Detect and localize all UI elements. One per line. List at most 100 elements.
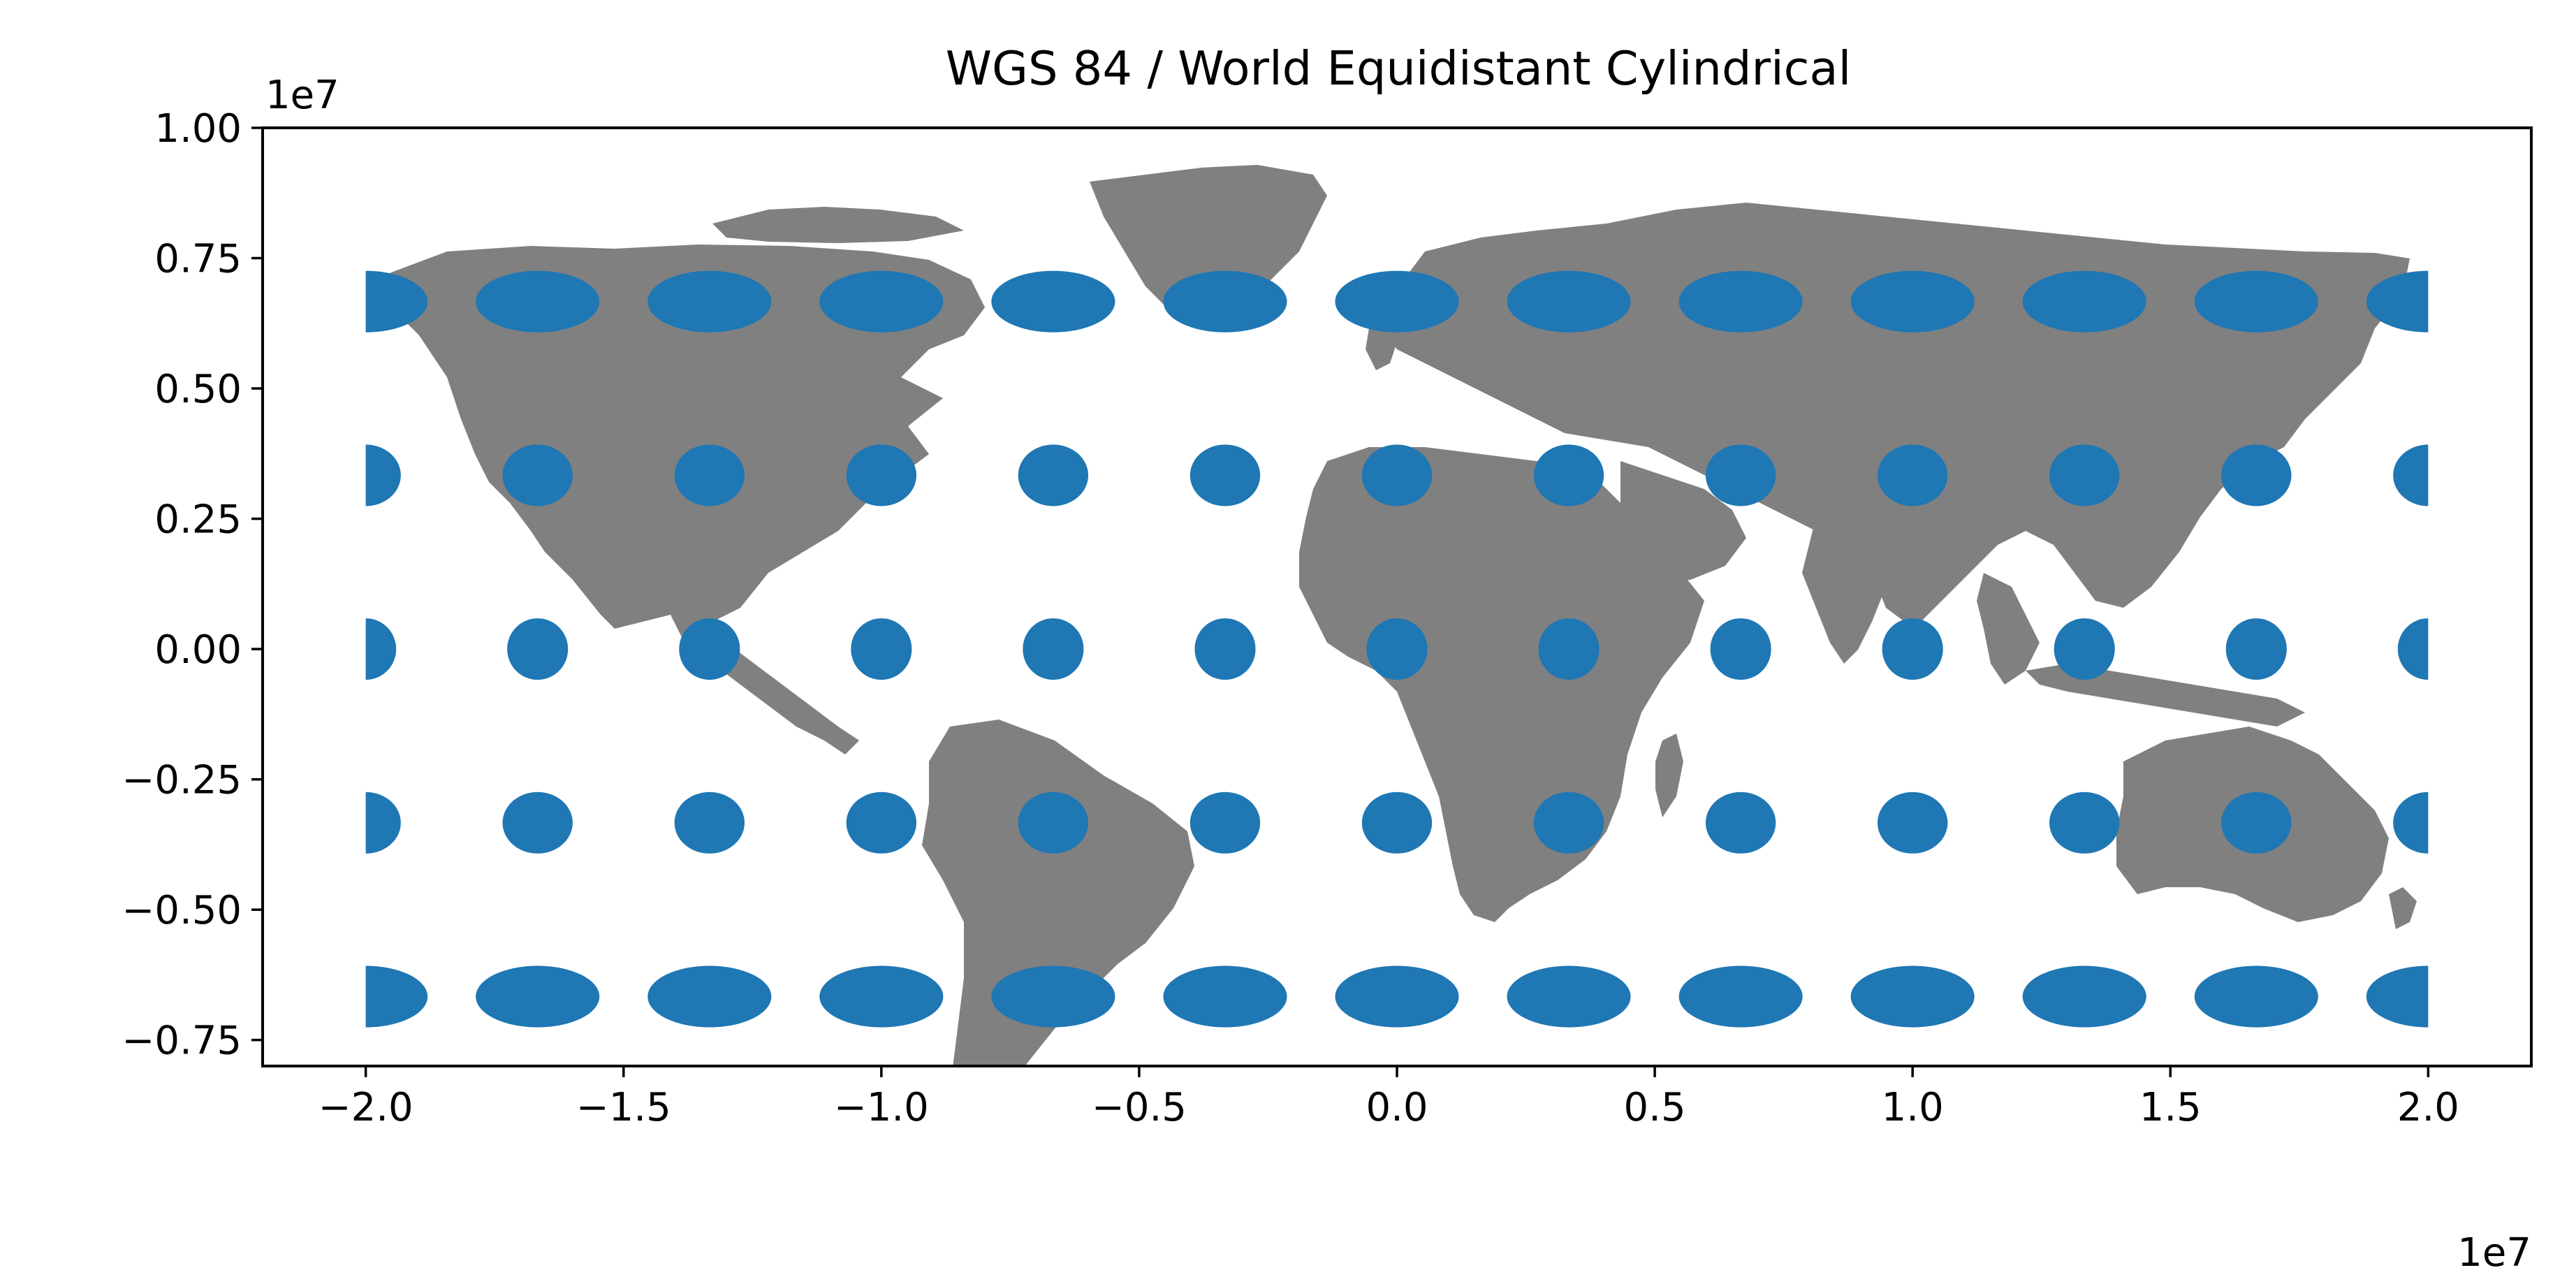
x-tick-label: −1.0	[834, 1085, 929, 1130]
land-africa	[1299, 447, 1704, 922]
indicatrix-ellipse	[819, 965, 944, 1028]
y-axis: 1.00 0.75 0.50 0.25 0.00 −0.25 −0.50 −0.75	[122, 106, 263, 1064]
y-tick-label: 1.00	[154, 106, 242, 152]
indicatrix-ellipse	[2049, 444, 2120, 506]
indicatrix-ellipse	[2397, 618, 2429, 680]
y-tick-label: 0.25	[154, 497, 242, 543]
y-tick-label: 0.00	[154, 627, 242, 673]
indicatrix-ellipse	[846, 791, 917, 854]
y-offset-text: 1e7	[265, 73, 339, 118]
indicatrix-ellipse	[2049, 791, 2120, 854]
indicatrix-ellipse	[1163, 965, 1287, 1028]
indicatrix-ellipse	[1023, 618, 1084, 680]
plot-area	[365, 165, 2429, 1066]
indicatrix-ellipse	[2366, 270, 2429, 333]
indicatrix-ellipse	[647, 270, 772, 333]
indicatrix-ellipse	[365, 618, 397, 680]
indicatrix-ellipse	[1163, 270, 1287, 333]
indicatrix-ellipse	[2022, 270, 2146, 333]
tissot-indicatrices	[365, 270, 2429, 1028]
indicatrix-ellipse	[2225, 618, 2287, 680]
indicatrix-ellipse	[2366, 965, 2429, 1028]
indicatrix-ellipse	[1190, 791, 1261, 854]
x-axis: −2.0 −1.5 −1.0 −0.5 0.0 0.5 1.0 1.5 2.0	[319, 1066, 2459, 1130]
land-indonesia	[2026, 664, 2305, 727]
indicatrix-ellipse	[991, 965, 1115, 1028]
indicatrix-ellipse	[365, 444, 401, 506]
land-arctic-islands	[712, 207, 964, 243]
indicatrix-ellipse	[1705, 444, 1776, 506]
indicatrix-ellipse	[2054, 618, 2115, 680]
indicatrix-ellipse	[476, 965, 600, 1028]
indicatrix-ellipse	[502, 791, 573, 854]
indicatrix-ellipse	[1678, 965, 1803, 1028]
indicatrix-ellipse	[851, 618, 912, 680]
indicatrix-ellipse	[1705, 791, 1776, 854]
indicatrix-ellipse	[1335, 270, 1459, 333]
indicatrix-ellipse	[1710, 618, 1771, 680]
indicatrix-ellipse	[679, 618, 740, 680]
indicatrix-ellipse	[1538, 618, 1600, 680]
indicatrix-ellipse	[1018, 791, 1089, 854]
indicatrix-ellipse	[1850, 965, 1975, 1028]
land-british-isles	[1366, 321, 1397, 370]
indicatrix-ellipse	[647, 965, 772, 1028]
indicatrix-ellipse	[1507, 270, 1631, 333]
indicatrix-ellipse	[1533, 791, 1604, 854]
indicatrix-ellipse	[1366, 618, 1428, 680]
land-south-america	[922, 720, 1194, 1066]
indicatrix-ellipse	[1361, 791, 1433, 854]
y-tick-label: 0.50	[154, 367, 242, 412]
indicatrix-ellipse	[1194, 618, 1256, 680]
indicatrix-ellipse	[2194, 965, 2318, 1028]
x-tick-label: −1.5	[576, 1085, 671, 1130]
indicatrix-ellipse	[476, 270, 600, 333]
land-india	[1802, 517, 1900, 664]
y-tick-label: −0.75	[122, 1019, 242, 1064]
indicatrix-ellipse	[2393, 791, 2429, 854]
chart-title: WGS 84 / World Equidistant Cylindrical	[946, 41, 1851, 96]
indicatrix-ellipse	[1190, 444, 1261, 506]
indicatrix-ellipse	[1877, 444, 1948, 506]
x-tick-label: 2.0	[2397, 1085, 2459, 1130]
indicatrix-ellipse	[502, 444, 573, 506]
indicatrix-ellipse	[365, 791, 401, 854]
x-tick-label: 1.5	[2139, 1085, 2202, 1130]
x-tick-label: 0.5	[1624, 1085, 1686, 1130]
indicatrix-ellipse	[2221, 444, 2292, 506]
indicatrix-ellipse	[1533, 444, 1604, 506]
indicatrix-ellipse	[846, 444, 917, 506]
land-southeast-asia	[1977, 573, 2040, 685]
indicatrix-ellipse	[2393, 444, 2429, 506]
indicatrix-ellipse	[1361, 444, 1433, 506]
indicatrix-ellipse	[1882, 618, 1943, 680]
x-tick-label: −2.0	[319, 1085, 414, 1130]
land-north-america	[365, 245, 985, 629]
indicatrix-ellipse	[1335, 965, 1459, 1028]
indicatrix-ellipse	[819, 270, 944, 333]
indicatrix-ellipse	[1018, 444, 1089, 506]
y-tick-label: 0.75	[154, 237, 242, 282]
indicatrix-ellipse	[365, 965, 428, 1028]
y-tick-label: −0.50	[122, 888, 242, 933]
indicatrix-ellipse	[1877, 791, 1948, 854]
indicatrix-ellipse	[2022, 965, 2146, 1028]
x-tick-label: −0.5	[1092, 1085, 1187, 1130]
x-tick-label: 1.0	[1882, 1085, 1944, 1130]
indicatrix-ellipse	[2194, 270, 2318, 333]
land-madagascar	[1655, 734, 1683, 817]
indicatrix-ellipse	[365, 270, 428, 333]
indicatrix-ellipse	[674, 791, 745, 854]
indicatrix-ellipse	[1850, 270, 1975, 333]
indicatrix-ellipse	[991, 270, 1115, 333]
indicatrix-ellipse	[1507, 965, 1631, 1028]
land-eurasia	[1383, 203, 2410, 629]
y-tick-label: −0.25	[122, 758, 242, 803]
land-new-zealand	[2389, 887, 2417, 929]
x-offset-text: 1e7	[2457, 1230, 2531, 1276]
indicatrix-ellipse	[2221, 791, 2292, 854]
indicatrix-ellipse	[507, 618, 569, 680]
indicatrix-ellipse	[674, 444, 745, 506]
x-tick-label: 0.0	[1366, 1085, 1428, 1130]
